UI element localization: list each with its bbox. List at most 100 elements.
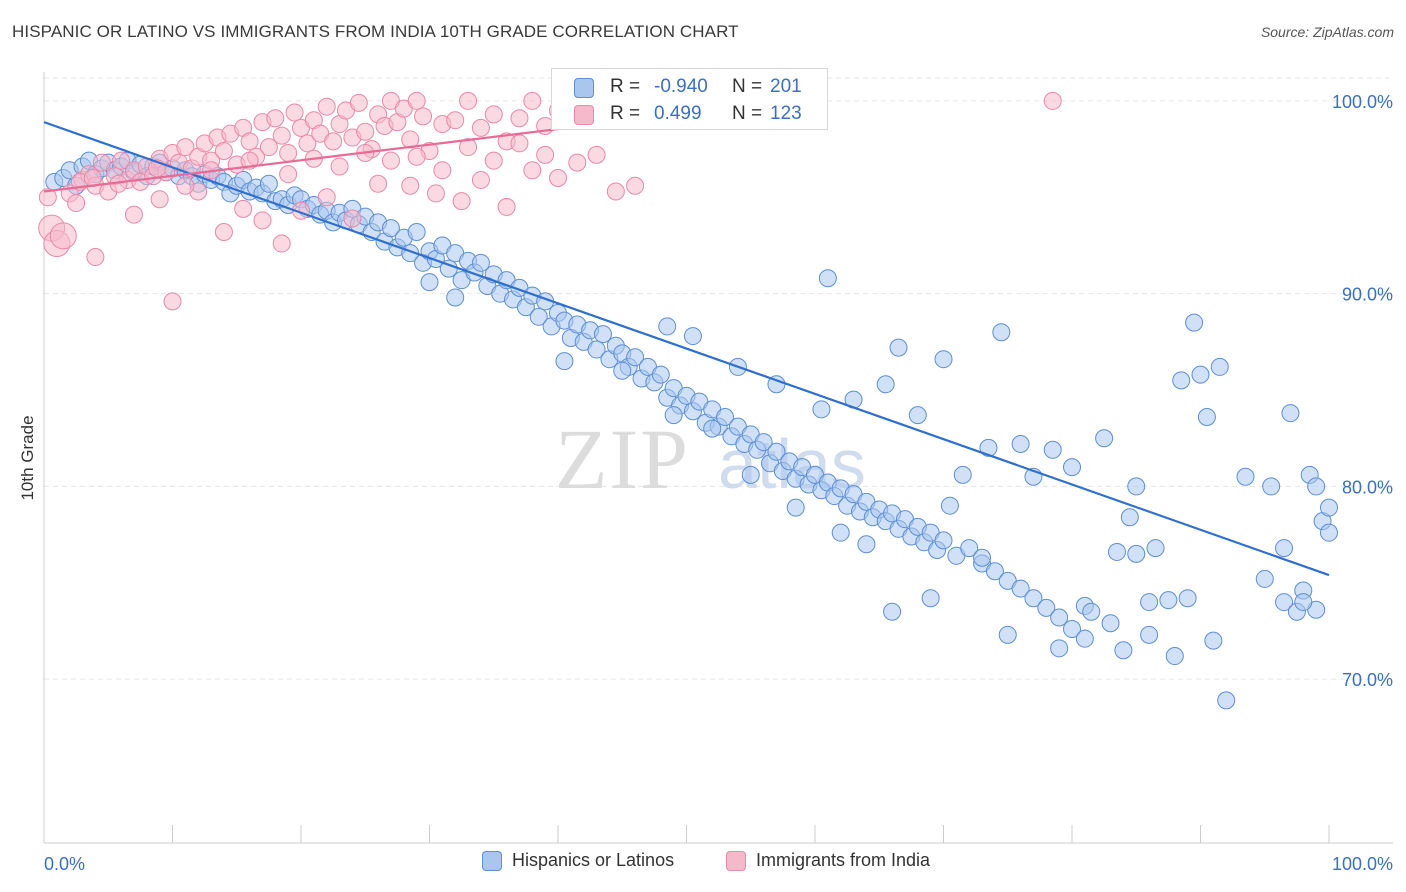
legend-item-india[interactable]: Immigrants from India [726,850,930,871]
n-label: N = [732,76,763,97]
point-india [626,176,645,195]
point-hispanic [1011,435,1030,454]
legend-label: Immigrants from India [756,850,931,870]
point-india [330,157,349,176]
point-india [38,188,57,207]
point-hispanic [1082,602,1101,621]
point-hispanic [1043,440,1062,459]
point-india [568,153,587,172]
point-india [279,165,298,184]
point-india [266,109,285,128]
point-hispanic [786,498,805,517]
point-india [1043,91,1062,110]
watermark-zip: ZIP [555,411,690,507]
point-india [272,234,291,253]
point-hispanic [1320,523,1338,542]
y-tick-label: 100.0% [1332,92,1393,112]
point-india [234,199,253,218]
point-hispanic [658,317,677,336]
point-hispanic [818,269,837,288]
point-hispanic [908,406,927,425]
point-hispanic [921,589,940,608]
point-india [369,174,388,193]
r-value: -0.940 [654,76,708,97]
stats-swatch-pink [574,105,594,125]
y-tick-label: 80.0% [1342,477,1393,497]
point-india [317,188,336,207]
point-india [298,134,317,153]
point-hispanic [407,222,426,241]
point-india [459,91,478,110]
point-hispanic [1063,620,1081,639]
point-hispanic [1255,569,1274,588]
point-india [407,147,426,166]
point-india [407,91,426,110]
point-hispanic [1165,647,1184,666]
r-value: 0.499 [654,103,702,124]
chart-legend: Hispanics or Latinos Immigrants from Ind… [0,850,1406,878]
point-hispanic [1050,608,1069,627]
point-hispanic [716,408,735,427]
point-india [523,91,542,110]
stats-row-pink: R = 0.499 N = 123 [552,100,829,128]
point-hispanic [1011,579,1030,598]
point-hispanic [703,419,722,438]
point-hispanic [587,340,606,359]
point-india [484,151,503,170]
point-india [86,248,105,267]
point-india [253,211,272,230]
point-hispanic [1063,458,1081,477]
point-hispanic [1185,313,1204,332]
point-hispanic [876,375,895,394]
point-hispanic [767,442,786,461]
point-india [381,151,400,170]
point-india [606,182,625,201]
point-india [163,292,182,311]
point-hispanic [857,535,876,554]
point-hispanic [812,400,831,419]
point-india [433,161,452,180]
point-hispanic [1101,614,1120,633]
point-hispanic [1236,467,1255,486]
point-hispanic [1050,639,1069,658]
point-hispanic [664,406,683,425]
point-india [259,138,278,157]
point-india [484,105,503,124]
r-label: R = [610,76,641,97]
point-hispanic [1320,498,1338,517]
point-hispanic [259,174,278,193]
legend-item-hispanics[interactable]: Hispanics or Latinos [482,850,674,871]
chart-source: Source: ZipAtlas.com [1260,24,1394,40]
point-hispanic [973,548,992,567]
point-hispanic [555,352,574,371]
point-india [471,170,490,189]
point-india [426,184,445,203]
y-tick-label: 90.0% [1342,285,1393,305]
point-india [452,192,471,211]
point-hispanic [940,496,959,515]
point-india [510,109,529,128]
point-hispanic [831,523,850,542]
point-hispanic [985,562,1004,581]
point-hispanic [471,253,490,272]
point-hispanic [1307,477,1326,496]
point-india [414,107,433,126]
y-tick-label: 70.0% [1342,670,1393,690]
point-hispanic [446,288,465,307]
x-tick-label: 100.0% [1332,854,1393,874]
point-hispanic [992,323,1011,342]
point-hispanic [529,307,548,326]
point-hispanic [381,219,400,238]
point-hispanic [1178,589,1197,608]
point-hispanic [741,465,760,484]
point-india [356,122,375,141]
point-india [279,143,298,162]
point-india [536,145,555,164]
point-hispanic [1037,598,1056,617]
point-hispanic [998,625,1017,644]
point-india [317,97,336,116]
point-hispanic [1281,404,1300,423]
point-hispanic [1197,408,1216,427]
point-hispanic [1140,625,1159,644]
